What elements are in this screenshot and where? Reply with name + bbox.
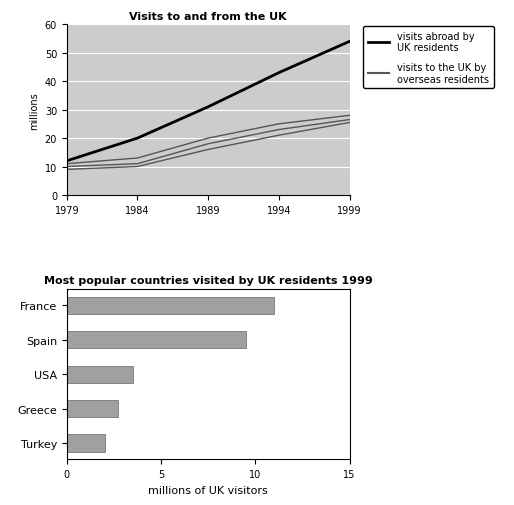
Bar <box>67 435 104 452</box>
Bar <box>67 331 246 348</box>
Bar <box>67 366 133 383</box>
Bar <box>67 297 274 314</box>
X-axis label: millions of UK visitors: millions of UK visitors <box>149 485 268 495</box>
Title: Most popular countries visited by UK residents 1999: Most popular countries visited by UK res… <box>44 276 373 286</box>
Bar <box>67 400 118 418</box>
Title: Visits to and from the UK: Visits to and from the UK <box>130 12 287 22</box>
Legend: visits abroad by
UK residents, visits to the UK by
overseas residents: visits abroad by UK residents, visits to… <box>363 27 494 89</box>
Y-axis label: millions: millions <box>29 91 39 129</box>
